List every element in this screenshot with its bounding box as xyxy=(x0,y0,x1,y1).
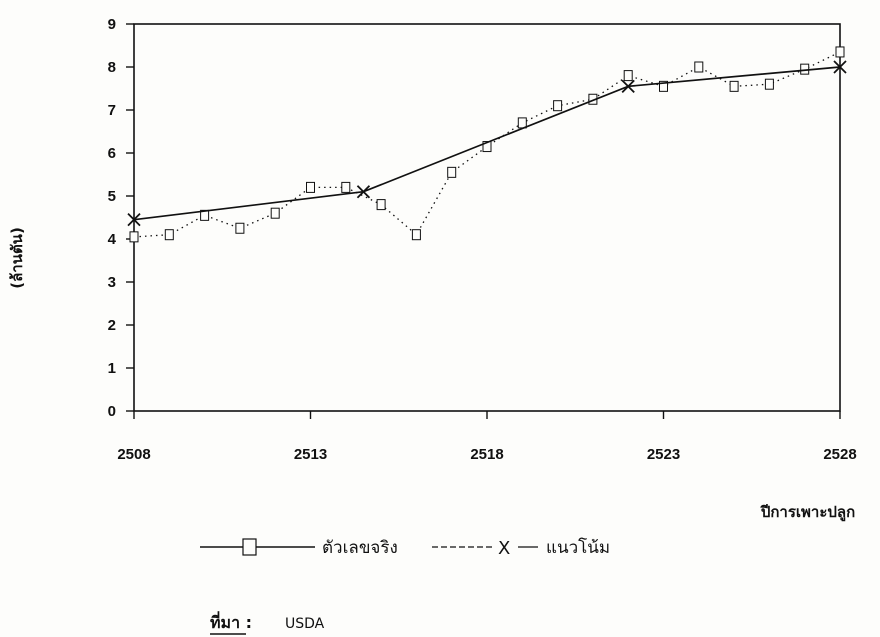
data-point-actual xyxy=(164,229,174,241)
data-point-actual xyxy=(764,78,774,90)
y-tick-label: 9 xyxy=(108,16,116,33)
data-point-trend xyxy=(356,185,371,199)
data-point-actual xyxy=(129,231,139,243)
source-note: ที่มา : USDA xyxy=(210,611,325,635)
y-tick-label: 0 xyxy=(108,403,116,420)
data-point-actual xyxy=(306,181,315,193)
legend-actual-label: ตัวเลขจริง xyxy=(322,538,398,558)
source-label: ที่มา : xyxy=(210,611,252,632)
y-tick-label: 4 xyxy=(108,231,117,248)
data-point-actual xyxy=(659,80,668,92)
y-axis-title: (ล้านตัน) xyxy=(8,227,26,289)
data-point-actual xyxy=(482,141,492,153)
y-tick-label: 8 xyxy=(108,59,116,76)
legend-trend-label: แนวโน้ม xyxy=(546,537,610,558)
x-tick-label: 2508 xyxy=(117,446,150,463)
data-point-trend xyxy=(621,79,635,93)
legend-actual-marker xyxy=(242,538,257,556)
x-tick-label: 2528 xyxy=(823,446,856,463)
x-tick-label: 2513 xyxy=(294,446,327,463)
data-point-actual xyxy=(517,117,527,129)
data-point-trend xyxy=(127,213,141,227)
data-point-actual xyxy=(411,229,421,241)
series-layer xyxy=(127,46,847,243)
y-tick-label: 2 xyxy=(108,317,116,334)
data-point-actual xyxy=(235,222,245,234)
y-axis-ticks: 0 1 2 3 4 5 6 7 8 9 xyxy=(108,16,134,420)
data-point-actual xyxy=(376,199,386,211)
data-point-actual xyxy=(729,80,739,92)
series-line-2 xyxy=(133,66,841,221)
data-point-actual xyxy=(341,181,351,193)
x-tick-label: 2523 xyxy=(647,446,680,463)
y-tick-label: 5 xyxy=(108,188,116,205)
data-point-actual xyxy=(447,166,457,178)
data-point-actual xyxy=(694,61,704,73)
y-tick-label: 6 xyxy=(108,145,116,162)
data-point-actual xyxy=(270,207,280,219)
x-tick-label: 2518 xyxy=(470,446,503,463)
legend: ตัวเลขจริง X แนวโน้ม xyxy=(200,537,610,559)
data-point-actual xyxy=(553,100,563,112)
y-tick-label: 7 xyxy=(108,102,116,119)
legend-trend-marker: X xyxy=(498,538,510,559)
y-tick-label: 1 xyxy=(108,360,116,377)
source-value: USDA xyxy=(285,616,325,632)
x-axis-ticks: 2508 2513 2518 2523 2528 xyxy=(117,411,857,463)
y-tick-label: 3 xyxy=(108,274,116,291)
data-point-trend xyxy=(833,60,847,74)
x-axis-title: ปีการเพาะปลูก xyxy=(760,503,855,522)
data-point-actual xyxy=(623,70,633,82)
data-point-actual xyxy=(835,46,845,58)
